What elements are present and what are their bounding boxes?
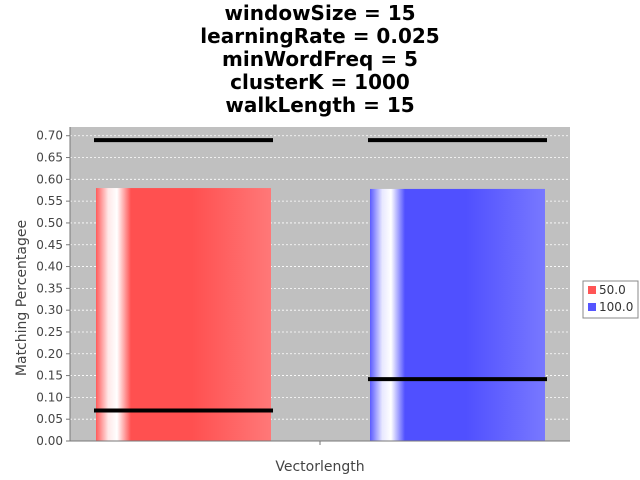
title-line-3: minWordFreq = 5 <box>222 47 418 71</box>
legend-swatch-50 <box>588 286 596 294</box>
y-tick-label: 0.35 <box>36 281 63 295</box>
y-tick-label: 0.05 <box>36 412 63 426</box>
title-line-2: learningRate = 0.025 <box>200 24 439 48</box>
y-tick-label: 0.70 <box>36 129 63 143</box>
y-axis-label: Matching Percentagee <box>14 220 30 376</box>
y-axis-ticks: 0.00 0.05 0.10 0.15 0.20 0.25 0.30 0.35 0.40 0.45… <box>36 129 70 448</box>
bar-100.0 <box>370 188 545 441</box>
chart-title: windowSize = 15 learningRate = 0.025 min… <box>200 1 439 117</box>
bar-50.0 <box>96 188 271 441</box>
y-tick-label: 0.15 <box>36 369 63 383</box>
title-line-1: windowSize = 15 <box>224 1 415 25</box>
y-tick-label: 0.25 <box>36 325 63 339</box>
title-line-4: clusterK = 1000 <box>230 70 410 94</box>
y-tick-label: 0.00 <box>36 434 63 448</box>
y-tick-label: 0.30 <box>36 303 63 317</box>
y-tick-label: 0.45 <box>36 238 63 252</box>
y-tick-label: 0.10 <box>36 390 63 404</box>
y-tick-label: 0.20 <box>36 347 63 361</box>
legend-label-100: 100.0 <box>599 300 633 314</box>
legend-swatch-100 <box>588 303 596 311</box>
bars <box>94 138 547 441</box>
legend-label-50: 50.0 <box>599 283 626 297</box>
x-axis-label: Vectorlength <box>275 459 364 475</box>
title-line-5: walkLength = 15 <box>225 93 414 117</box>
y-tick-label: 0.40 <box>36 260 63 274</box>
y-tick-label: 0.60 <box>36 172 63 186</box>
y-tick-label: 0.50 <box>36 216 63 230</box>
y-tick-label: 0.65 <box>36 151 63 165</box>
y-tick-label: 0.55 <box>36 194 63 208</box>
legend: 50.0 100.0 <box>582 280 639 319</box>
